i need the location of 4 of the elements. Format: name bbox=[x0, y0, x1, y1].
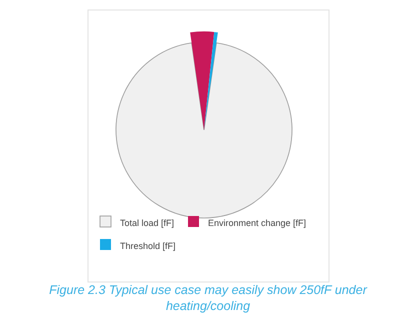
legend-label: Environment change [fF] bbox=[208, 218, 306, 228]
legend-label: Total load [fF] bbox=[120, 218, 174, 228]
caption: Figure 2.3 Typical use case may easily show 250fF under heating/cooling bbox=[49, 283, 368, 313]
legend-label: Threshold [fF] bbox=[120, 241, 176, 251]
